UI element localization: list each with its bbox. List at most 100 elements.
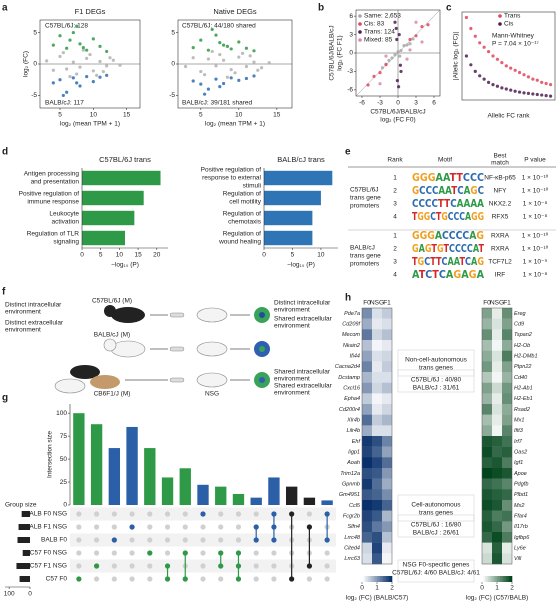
heat-cell [502, 329, 512, 341]
matrix-dot [129, 576, 135, 582]
y-tick-label: 100 [56, 410, 67, 417]
x-tick-label: -6 [359, 100, 365, 107]
heat-cell [492, 382, 502, 394]
rank: 2 [393, 246, 397, 253]
legend-label: Cis: 83 [364, 21, 385, 28]
heat-cell [482, 500, 492, 511]
legend-swatch [358, 22, 362, 26]
matrix-dot-on [324, 511, 330, 517]
point [378, 71, 382, 75]
row-label: Lrrc63 [344, 556, 361, 562]
category-label: Regulation of TLR [27, 231, 80, 238]
heat-cell [492, 329, 502, 341]
chart-title: F1 DEGs [75, 7, 106, 16]
heat-cell [372, 308, 382, 319]
mouse [70, 365, 100, 379]
legend-swatch [358, 38, 362, 42]
point [88, 52, 92, 57]
bar [73, 413, 85, 505]
category-label: cell motility [229, 199, 262, 206]
heat-cell [372, 372, 382, 383]
bar [161, 477, 174, 505]
matrix-dot [147, 511, 153, 517]
heat-cell [362, 468, 372, 479]
panel-label: c [446, 3, 452, 14]
matrix-dot [129, 537, 135, 543]
heat-cell [482, 340, 492, 351]
heat-cell [362, 457, 372, 469]
row-label: Ly6e [514, 545, 526, 551]
heat-cell [372, 532, 382, 543]
rank: 1 [393, 175, 397, 182]
column-label: F1 [383, 300, 391, 307]
matrix-dot [200, 550, 206, 556]
matrix-dot [200, 524, 206, 530]
motif: TGGCTGCCCAGG [412, 210, 484, 223]
y-tick-label: 0 [33, 61, 37, 68]
best-match: TCF7L2 [488, 259, 512, 266]
legend-label: Trans: 124 [364, 29, 395, 36]
colorbar-tick-label: 1 [375, 585, 379, 592]
matrix-dot-on [324, 537, 330, 543]
right-label: Shared extracellular [274, 383, 333, 390]
heat-cell [502, 521, 512, 533]
point [85, 74, 89, 79]
matrix-dot [200, 537, 206, 543]
mouse [111, 307, 145, 323]
point [45, 59, 49, 63]
mouse [54, 378, 86, 394]
heat-cell [362, 393, 372, 405]
row-label: Irf7 [514, 439, 523, 445]
matrix-dot [147, 537, 153, 543]
point [222, 81, 226, 86]
point [256, 68, 260, 72]
point [85, 48, 89, 52]
heat-cell [372, 446, 382, 458]
point [184, 64, 188, 69]
point [199, 82, 203, 86]
point [214, 64, 218, 68]
matrix-dot [129, 511, 135, 517]
heat-cell [492, 340, 502, 351]
point [535, 92, 539, 97]
colorbar-step [386, 576, 388, 582]
y-axis-label: log₂ (FC) [23, 51, 30, 77]
panel-label: g [2, 393, 8, 404]
point [252, 60, 256, 64]
heat-cell [372, 489, 382, 501]
motif: GGGACCCCAG [412, 229, 484, 242]
point [75, 72, 79, 76]
x-tick-label: 0 [262, 252, 266, 259]
heat-cell [482, 425, 492, 437]
point [61, 93, 65, 98]
matrix-dot-on [271, 511, 277, 517]
point [408, 37, 412, 42]
rank: 4 [393, 214, 397, 221]
heat-cell [492, 414, 502, 426]
column-label: NSG [370, 300, 384, 307]
matrix-dot [324, 550, 330, 556]
bar [268, 477, 280, 505]
heat-cell [382, 542, 392, 554]
point [81, 46, 85, 50]
colorbar-step [506, 576, 508, 582]
point [531, 77, 535, 81]
p-value: 1 × 10⁻⁹ [523, 259, 548, 266]
point [51, 68, 55, 72]
matrix-dot [324, 576, 330, 582]
point [544, 81, 548, 86]
annotation: trans genes [419, 510, 454, 517]
heat-cell [362, 329, 372, 341]
bar [82, 170, 161, 186]
colorbar-tick-label: 2 [510, 585, 514, 592]
point [108, 56, 112, 60]
matrix-dot [271, 563, 277, 569]
matrix-dot-on [200, 511, 206, 517]
matrix-dot [218, 576, 224, 582]
heat-cell [502, 553, 512, 565]
group-bar [18, 524, 30, 530]
point [206, 48, 210, 52]
point [548, 94, 553, 98]
category-label: Regulation of [223, 231, 261, 238]
point [191, 46, 195, 50]
